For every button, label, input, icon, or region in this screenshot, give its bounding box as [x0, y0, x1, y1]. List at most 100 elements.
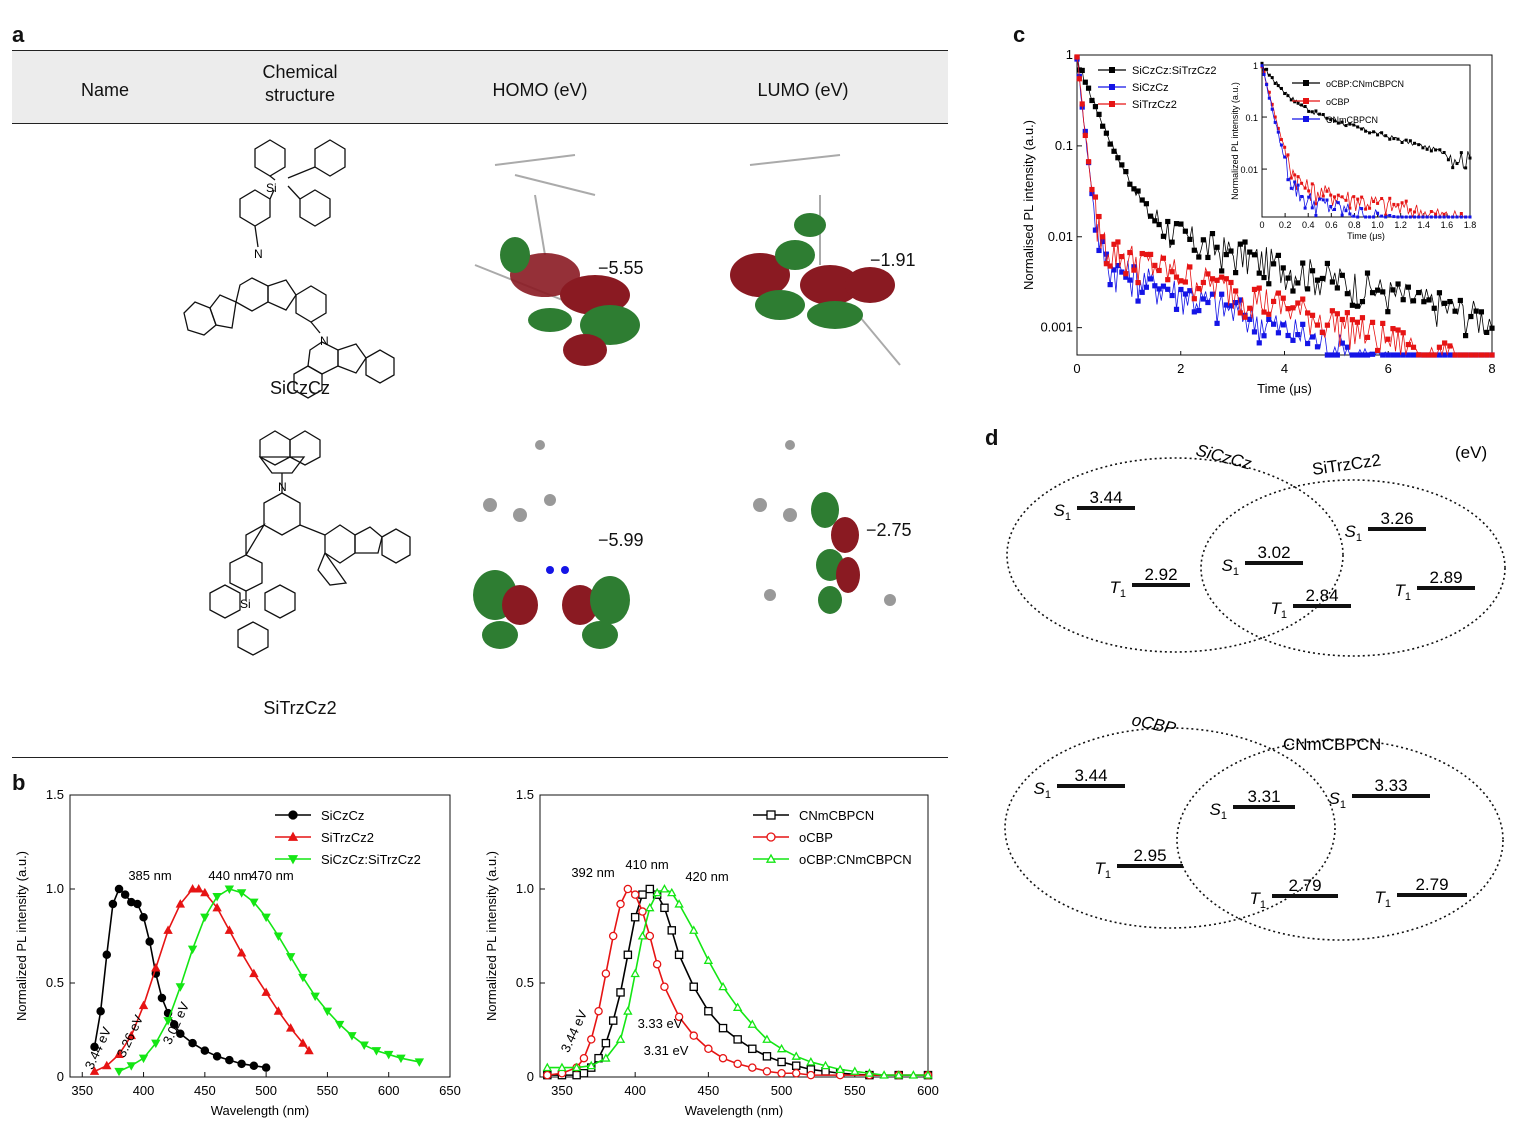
data-point	[163, 1017, 173, 1026]
n-atom-label-2: N	[320, 334, 329, 348]
x-tick-label: 0.2	[1279, 220, 1292, 230]
data-point	[1404, 215, 1408, 219]
data-point	[1489, 325, 1495, 331]
data-point	[249, 898, 259, 908]
data-point	[704, 1006, 713, 1016]
data-point	[1468, 352, 1474, 358]
data-point	[1318, 197, 1322, 201]
annotation: 3.44 eV	[558, 1007, 591, 1054]
data-point	[1123, 274, 1129, 280]
data-point	[1375, 347, 1381, 354]
data-point	[108, 899, 118, 909]
material-label-top-right: SiTrzCz2	[1311, 451, 1382, 479]
data-point	[334, 1020, 345, 1030]
x-tick-label: 1.4	[1418, 220, 1431, 230]
data-point	[637, 931, 648, 940]
data-point	[1438, 215, 1442, 219]
data-point	[212, 902, 222, 912]
data-point	[908, 1070, 919, 1079]
data-point	[1223, 302, 1229, 308]
data-point	[601, 1053, 611, 1062]
data-point	[1079, 101, 1085, 107]
data-point	[806, 1057, 816, 1066]
x-axis-label: Time (μs)	[1257, 381, 1312, 396]
data-point	[1310, 206, 1314, 210]
data-point	[1260, 64, 1264, 68]
data-point	[1405, 341, 1411, 348]
data-point	[1289, 98, 1293, 102]
data-point	[1360, 207, 1364, 211]
data-point	[579, 1068, 589, 1078]
data-point	[1187, 288, 1193, 294]
data-point	[1251, 252, 1258, 258]
data-point	[322, 1007, 333, 1017]
panel-label-d: d	[985, 425, 999, 450]
data-point	[1390, 326, 1396, 332]
data-point	[1368, 131, 1372, 135]
data-point	[1390, 352, 1396, 358]
data-point	[1344, 344, 1350, 350]
data-point	[1173, 306, 1180, 312]
data-point	[133, 899, 142, 909]
data-point	[1085, 159, 1092, 165]
data-point	[791, 1061, 801, 1070]
x-tick-label: 8	[1488, 361, 1495, 376]
material-label-top-left: SiCzCz	[1194, 441, 1254, 474]
molecule-name-sicz: SiCzCz	[269, 378, 330, 398]
annotation: 3.26 eV	[114, 1012, 147, 1059]
data-point	[601, 969, 611, 978]
data-point	[1429, 210, 1433, 214]
data-point	[310, 992, 320, 1002]
data-point	[1354, 319, 1360, 325]
data-point	[1344, 310, 1350, 316]
level-bottom-s1-left: S1 3.44	[1034, 766, 1125, 801]
data-point	[777, 1068, 786, 1078]
data-point	[1251, 329, 1258, 335]
x-axis-label: Time (μs)	[1347, 231, 1385, 241]
data-point	[151, 1039, 161, 1049]
data-point	[638, 907, 647, 916]
data-point	[1111, 267, 1117, 273]
data-point	[652, 887, 662, 897]
data-point	[645, 902, 655, 912]
data-point	[1191, 296, 1197, 302]
data-point	[1196, 254, 1202, 260]
data-point	[1436, 352, 1443, 358]
x-tick-label: 1.8	[1464, 220, 1477, 230]
data-point	[1462, 352, 1469, 358]
data-point	[1404, 199, 1408, 203]
data-point	[1325, 189, 1329, 193]
data-point	[1309, 312, 1316, 318]
data-point	[1283, 145, 1287, 149]
annotation: 3.31 eV	[644, 1043, 689, 1058]
data-point	[1191, 309, 1197, 315]
data-point	[1119, 162, 1125, 168]
legend-marker	[766, 810, 776, 820]
data-point	[1336, 201, 1340, 205]
data-point	[1096, 111, 1102, 117]
level-top-s1-left: S1 3.44	[1054, 488, 1135, 523]
data-point	[114, 884, 124, 894]
data-point	[1300, 296, 1306, 302]
data-point	[1233, 270, 1239, 276]
data-point	[1408, 139, 1412, 143]
data-point	[1178, 286, 1184, 293]
data-point	[1344, 291, 1350, 297]
data-point	[1082, 79, 1088, 85]
data-point	[1318, 112, 1322, 116]
level-top-t1-left: T1 2.92	[1109, 565, 1190, 600]
data-point	[1436, 344, 1443, 350]
data-point	[1446, 158, 1450, 162]
x-tick-label: 6	[1385, 361, 1392, 376]
data-point	[1173, 274, 1180, 280]
data-point	[1334, 285, 1340, 291]
data-point	[638, 890, 647, 899]
data-point	[1119, 269, 1125, 275]
data-point	[1100, 238, 1106, 245]
x-tick-label: 1.2	[1394, 220, 1407, 230]
data-point	[1256, 270, 1262, 276]
data-point	[748, 1063, 757, 1072]
data-point	[1107, 263, 1113, 269]
data-point	[1165, 286, 1171, 292]
data-point	[1092, 227, 1099, 233]
